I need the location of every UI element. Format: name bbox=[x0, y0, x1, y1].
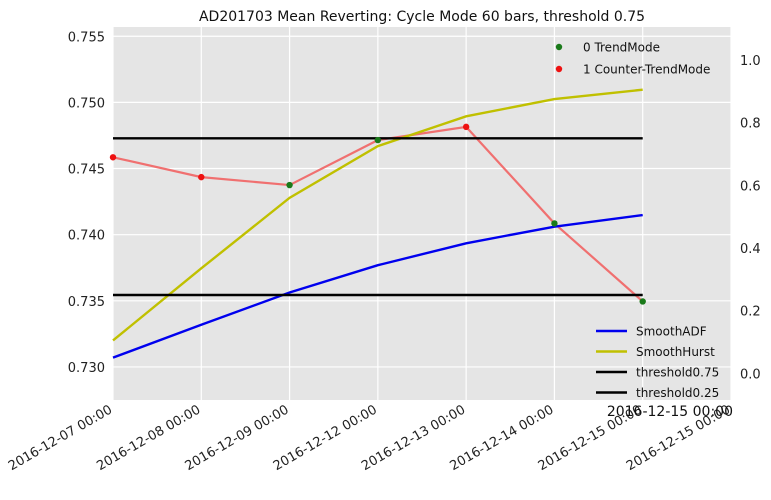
chart-title: AD201703 Mean Reverting: Cycle Mode 60 b… bbox=[199, 9, 645, 25]
legend-marker bbox=[555, 65, 563, 73]
data-point bbox=[109, 154, 117, 161]
data-point bbox=[198, 173, 205, 181]
y-left-tick-label: 0.750 bbox=[68, 96, 105, 111]
y-left-tick-label: 0.745 bbox=[68, 163, 105, 178]
y-right-tick-label: 1.0 bbox=[740, 54, 761, 69]
mode-points bbox=[109, 123, 646, 305]
legend-top: 0 TrendMode 1 Counter-TrendMode bbox=[555, 41, 710, 77]
legend-label: SmoothHurst bbox=[636, 345, 715, 359]
y-left-tick-label: 0.730 bbox=[68, 361, 105, 376]
data-point bbox=[374, 136, 382, 144]
y-left-ticks: 0.730 0.735 0.740 0.745 0.750 0.755 bbox=[68, 30, 105, 376]
grid-lines bbox=[112, 27, 732, 400]
legend-label: threshold0.25 bbox=[636, 386, 719, 400]
legend-label: 1 Counter-TrendMode bbox=[583, 63, 710, 77]
y-left-tick-label: 0.740 bbox=[68, 229, 105, 244]
data-point bbox=[462, 123, 470, 131]
data-point bbox=[639, 298, 646, 305]
y-right-tick-label: 0.4 bbox=[740, 242, 761, 257]
data-point bbox=[286, 181, 293, 189]
y-right-ticks: 0.0 0.2 0.4 0.6 0.8 1.0 bbox=[740, 54, 761, 382]
legend-label: threshold0.75 bbox=[636, 366, 719, 380]
y-left-tick-label: 0.735 bbox=[68, 295, 105, 310]
legend-label: 0 TrendMode bbox=[583, 41, 660, 55]
legend-bottom: SmoothADF SmoothHurst threshold0.75 thresho… bbox=[596, 325, 719, 400]
series-line-smoothhurst bbox=[112, 88, 643, 342]
plot-background bbox=[113, 27, 731, 400]
series-line-smoothadf bbox=[112, 213, 643, 359]
legend-marker bbox=[555, 43, 563, 51]
corner-label: 2016-12-15 00:00 bbox=[607, 404, 733, 420]
data-point bbox=[551, 220, 558, 227]
y-right-tick-label: 0.8 bbox=[740, 117, 761, 132]
legend-label: SmoothADF bbox=[636, 325, 707, 339]
y-right-tick-label: 0.0 bbox=[740, 367, 761, 382]
y-left-tick-label: 0.755 bbox=[68, 30, 105, 45]
y-right-tick-label: 0.2 bbox=[740, 305, 761, 320]
y-right-tick-label: 0.6 bbox=[740, 179, 761, 194]
